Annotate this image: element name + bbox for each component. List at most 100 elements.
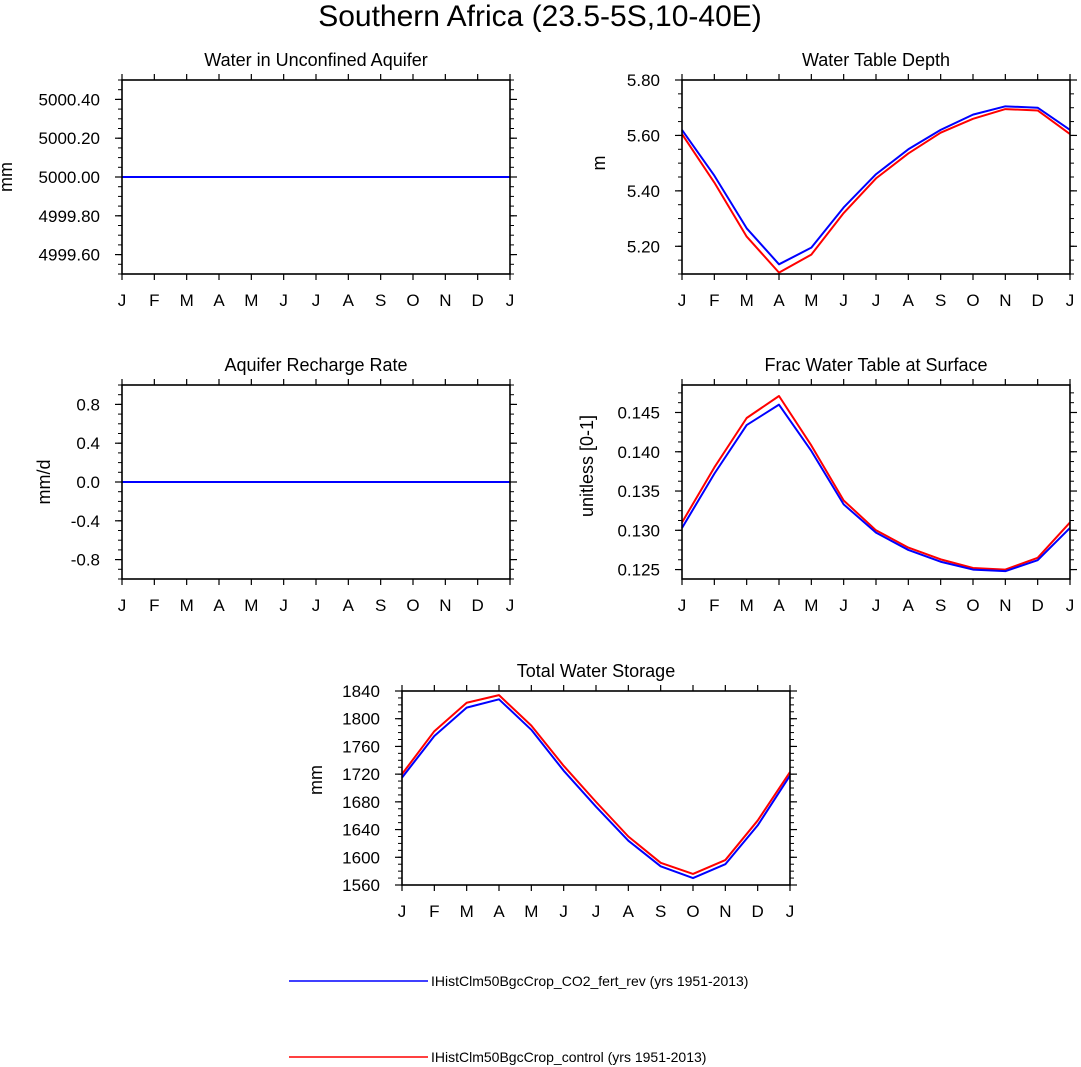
x-tick-label: M bbox=[740, 596, 754, 615]
x-tick-label: J bbox=[118, 596, 127, 615]
x-tick-label: A bbox=[903, 291, 915, 310]
legend: IHistClm50BgcCrop_CO2_fert_rev (yrs 1951… bbox=[289, 973, 748, 1065]
series-line-control bbox=[681, 395, 1071, 571]
x-tick-label: D bbox=[752, 902, 764, 921]
x-tick-label: J bbox=[118, 291, 127, 310]
x-tick-label: F bbox=[709, 291, 719, 310]
x-tick-label: J bbox=[506, 596, 515, 615]
y-tick-label: 1680 bbox=[342, 793, 380, 812]
x-tick-label: O bbox=[406, 596, 419, 615]
x-tick-label: F bbox=[429, 902, 439, 921]
x-tick-label: M bbox=[804, 596, 818, 615]
y-tick-label: 1600 bbox=[342, 848, 380, 867]
x-tick-label: M bbox=[244, 291, 258, 310]
x-tick-label: M bbox=[804, 291, 818, 310]
x-tick-label: A bbox=[343, 291, 355, 310]
plot-frame bbox=[121, 384, 511, 580]
legend-label-control: IHistClm50BgcCrop_control (yrs 1951-2013… bbox=[431, 1049, 706, 1065]
series-line-control bbox=[681, 108, 1071, 274]
y-axis-label: m bbox=[589, 156, 609, 171]
x-tick-label: F bbox=[149, 291, 159, 310]
y-tick-label: 1760 bbox=[342, 737, 380, 756]
y-tick-label: 0.8 bbox=[76, 395, 100, 414]
x-tick-label: M bbox=[244, 596, 258, 615]
x-tick-label: F bbox=[149, 596, 159, 615]
x-tick-label: S bbox=[935, 291, 946, 310]
x-tick-label: J bbox=[839, 291, 848, 310]
y-tick-label: 4999.60 bbox=[39, 246, 100, 265]
x-tick-label: N bbox=[999, 596, 1011, 615]
x-tick-label: O bbox=[686, 902, 699, 921]
chart-title: Frac Water Table at Surface bbox=[764, 355, 987, 375]
chart-title: Aquifer Recharge Rate bbox=[224, 355, 407, 375]
x-tick-label: D bbox=[472, 596, 484, 615]
plot-frame bbox=[681, 384, 1071, 580]
x-tick-label: S bbox=[375, 596, 386, 615]
x-tick-label: J bbox=[506, 291, 515, 310]
x-tick-label: A bbox=[773, 291, 785, 310]
y-tick-label: 0.130 bbox=[617, 521, 660, 540]
plot-frame bbox=[681, 79, 1071, 275]
y-tick-label: 0.125 bbox=[617, 561, 660, 580]
x-tick-label: A bbox=[903, 596, 915, 615]
series-line-control bbox=[401, 694, 791, 875]
y-tick-label: 1720 bbox=[342, 765, 380, 784]
x-tick-label: A bbox=[493, 902, 505, 921]
y-tick-label: 5.40 bbox=[627, 182, 660, 201]
x-tick-label: J bbox=[839, 596, 848, 615]
y-tick-label: 5.60 bbox=[627, 126, 660, 145]
x-tick-label: O bbox=[966, 596, 979, 615]
y-axis-label: unitless [0-1] bbox=[577, 415, 597, 517]
y-tick-label: 1640 bbox=[342, 821, 380, 840]
x-tick-label: N bbox=[439, 596, 451, 615]
y-tick-label: 0.0 bbox=[76, 473, 100, 492]
x-tick-label: J bbox=[872, 596, 881, 615]
x-tick-label: S bbox=[935, 596, 946, 615]
x-tick-label: A bbox=[213, 596, 225, 615]
y-tick-label: 5000.20 bbox=[39, 129, 100, 148]
x-tick-label: J bbox=[279, 596, 288, 615]
y-tick-label: -0.4 bbox=[71, 512, 100, 531]
x-tick-label: J bbox=[1066, 596, 1075, 615]
x-tick-label: O bbox=[966, 291, 979, 310]
chart-title: Water Table Depth bbox=[802, 50, 950, 70]
x-tick-label: J bbox=[872, 291, 881, 310]
y-axis-label: mm bbox=[306, 765, 326, 795]
x-tick-label: J bbox=[398, 902, 407, 921]
y-axis-label: mm bbox=[0, 162, 16, 192]
x-tick-label: J bbox=[559, 902, 568, 921]
x-tick-label: D bbox=[1032, 291, 1044, 310]
panel-frac-water-table-at-surface: Frac Water Table at Surface unitless [0-1… bbox=[577, 355, 1077, 615]
y-tick-label: 1560 bbox=[342, 876, 380, 895]
plot-frame bbox=[121, 79, 511, 275]
x-tick-label: J bbox=[279, 291, 288, 310]
x-tick-label: M bbox=[180, 291, 194, 310]
y-tick-label: 1800 bbox=[342, 710, 380, 729]
x-tick-label: M bbox=[180, 596, 194, 615]
y-tick-label: 5000.40 bbox=[39, 90, 100, 109]
x-tick-label: A bbox=[623, 902, 635, 921]
x-tick-label: F bbox=[709, 596, 719, 615]
legend-label-co2-fert-rev: IHistClm50BgcCrop_CO2_fert_rev (yrs 1951… bbox=[431, 973, 748, 989]
x-tick-label: J bbox=[312, 291, 321, 310]
x-tick-label: O bbox=[406, 291, 419, 310]
x-tick-label: S bbox=[655, 902, 666, 921]
x-tick-label: D bbox=[472, 291, 484, 310]
x-tick-label: M bbox=[740, 291, 754, 310]
y-tick-label: 4999.80 bbox=[39, 207, 100, 226]
x-tick-label: N bbox=[719, 902, 731, 921]
y-tick-label: 0.140 bbox=[617, 443, 660, 462]
y-tick-label: -0.8 bbox=[71, 551, 100, 570]
x-tick-label: A bbox=[343, 596, 355, 615]
y-tick-label: 5000.00 bbox=[39, 168, 100, 187]
x-tick-label: D bbox=[1032, 596, 1044, 615]
x-tick-label: J bbox=[786, 902, 795, 921]
x-tick-label: A bbox=[213, 291, 225, 310]
x-tick-label: J bbox=[312, 596, 321, 615]
y-axis-label: mm/d bbox=[34, 460, 54, 505]
y-tick-label: 0.4 bbox=[76, 434, 100, 453]
